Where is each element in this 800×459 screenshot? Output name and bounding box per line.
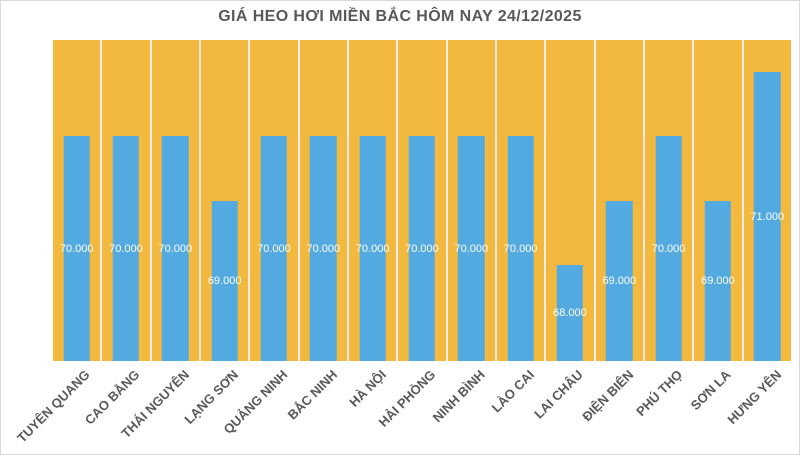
bar-value-label: 70.000 [257,242,291,255]
category-column: 69.000 [694,40,742,361]
plot-area: 70.000 70.000 70.000 69.000 70.000 70.000 70.0… [53,40,791,361]
price-bar: 69.000 [602,200,636,361]
x-axis-label: TUYÊN QUANG [14,367,94,446]
category-column: 70.000 [496,40,545,361]
category-column: 70.000 [53,40,101,361]
price-bar: 70.000 [60,136,93,361]
price-bar: 70.000 [158,136,192,361]
price-bar: 69.000 [208,200,241,361]
category-column: 70.000 [151,40,199,361]
bar-value-label: 69.000 [701,274,735,287]
x-axis-label: LAI CHÂU [531,367,587,422]
x-axis-label: SƠN LA [688,367,735,414]
price-bar: 70.000 [454,136,488,361]
category-column: 70.000 [644,40,693,361]
bar-value-label: 69.000 [207,274,242,287]
x-axis-label: HƯNG YÊN [724,367,785,427]
bar-value-label: 70.000 [109,242,143,255]
price-bar: 70.000 [257,136,291,361]
x-axis-label: ĐIỆN BIÊN [579,367,637,425]
price-bar: 70.000 [109,136,143,361]
category-column: 70.000 [447,40,495,361]
category-column: 68.000 [546,40,594,361]
bar-value-label: 70.000 [454,242,489,255]
bar-value-label: 70.000 [651,242,686,255]
category-column: 70.000 [299,40,347,361]
bar-value-label: 68.000 [553,306,587,319]
category-column: 70.000 [348,40,397,361]
bar-value-label: 70.000 [158,242,193,255]
price-bar: 68.000 [553,264,587,361]
bar-value-label: 70.000 [355,242,390,255]
category-column: 70.000 [398,40,446,361]
bar-value-label: 70.000 [306,242,341,255]
price-bar: 70.000 [504,136,537,361]
bar-value-label: 69.000 [602,274,637,287]
price-bar: 70.000 [356,136,389,361]
bar-value-label: 70.000 [503,242,538,255]
chart-title: GIÁ HEO HƠI MIỀN BẮC HÔM NAY 24/12/2025 [218,8,582,25]
category-column: 69.000 [595,40,643,361]
category-column: 71.000 [743,40,791,361]
x-axis-label: HÀ NỘI [346,367,390,410]
x-axis-label: NINH BÌNH [430,367,489,426]
bar-value-label: 71.000 [750,210,785,223]
x-axis-label: PHÚ THỌ [633,367,686,419]
price-bar: 71.000 [750,72,784,361]
price-bar: 70.000 [405,136,439,361]
category-column: 70.000 [102,40,150,361]
price-bar: 70.000 [306,136,340,361]
x-axis-label: BẮC NINH [284,367,341,423]
bar-value-label: 70.000 [405,242,439,255]
price-bar: 69.000 [701,200,735,361]
price-bar: 70.000 [652,136,685,361]
bar-value-label: 70.000 [59,242,94,255]
x-axis-label: LÀO CAI [488,367,538,416]
category-column: 69.000 [200,40,249,361]
category-column: 70.000 [250,40,298,361]
